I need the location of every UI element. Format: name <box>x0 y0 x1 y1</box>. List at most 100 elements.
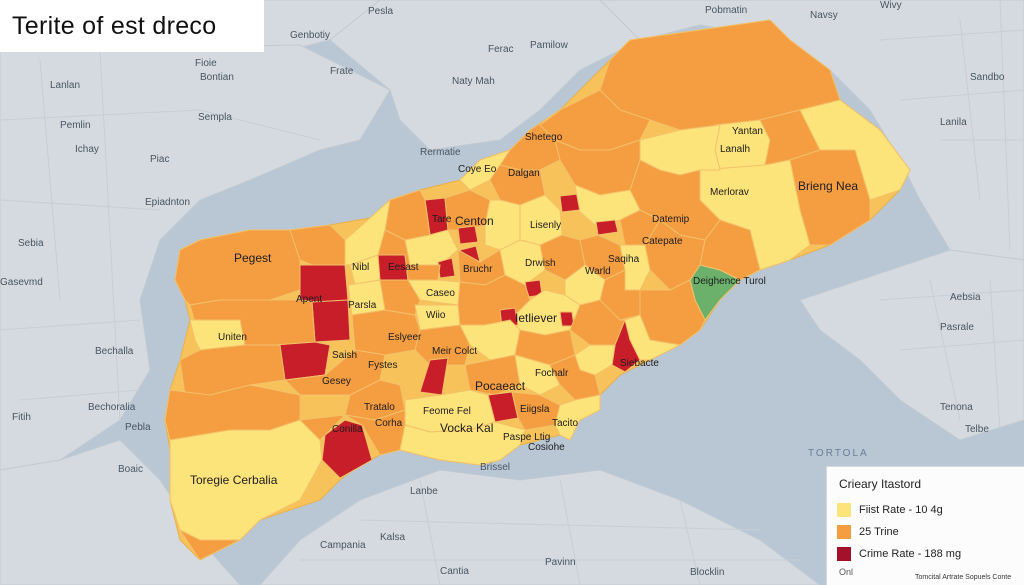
district-label: Conilla <box>332 424 363 435</box>
map-legend: Crieary Itastord Fiist Rate - 10 4g 25 T… <box>826 466 1024 585</box>
district-label: Parsla <box>348 300 377 311</box>
district-label: Eesast <box>388 262 419 273</box>
base-label: Sebia <box>18 238 44 249</box>
district-label: Centon <box>455 214 494 228</box>
district-label: Wiio <box>426 310 446 321</box>
district-label: Brieng Nea <box>798 179 858 193</box>
district-label: Pegest <box>234 251 272 265</box>
district-label: Corha <box>375 418 403 429</box>
base-label: Pebla <box>125 422 151 433</box>
district-label: Toregie Cerbalia <box>190 473 278 487</box>
base-map-labels: Pobmatin Pesla Genbotiy Fioie Pamilow Na… <box>0 0 1005 578</box>
land-south <box>259 469 821 585</box>
district-label: Meir Colct <box>432 346 477 357</box>
district-fochalr[interactable] <box>514 354 561 396</box>
district-south-west-3[interactable] <box>298 414 347 441</box>
base-label: Sandbo <box>970 72 1005 83</box>
map-credit: Tomcital Artrate Sopuels Conte <box>912 574 1015 581</box>
base-label: Pesla <box>368 6 393 17</box>
district-label: Apent <box>296 294 322 305</box>
district-label: Paspe Ltig <box>503 432 550 443</box>
district-label: Feome Fel <box>423 406 471 417</box>
base-label: Rermatie <box>420 147 461 158</box>
base-label: Telbe <box>965 424 989 435</box>
legend-label: Crime Rate - 188 mg <box>859 548 962 560</box>
base-label: Pavinn <box>545 557 576 568</box>
district-catepate[interactable] <box>619 209 661 246</box>
district-label: Eslyeer <box>388 332 422 343</box>
base-label: Pamilow <box>530 40 569 51</box>
legend-title: Crieary Itastord <box>839 477 922 491</box>
district-label: Ietliever <box>515 311 557 325</box>
legend-swatch-high <box>837 547 851 561</box>
base-label: Sempla <box>198 112 232 123</box>
base-label: Pobmatin <box>705 5 747 16</box>
base-label: Pemlin <box>60 120 91 131</box>
district-labels: Shetego Coye Eo Dalgan Yantan Lanalh Mer… <box>190 126 858 487</box>
base-label: Kalsa <box>380 532 405 543</box>
base-label: Boaic <box>118 464 143 475</box>
district-label: Merlorav <box>710 187 749 198</box>
district-label: Gesey <box>322 376 351 387</box>
streets-west <box>0 49 321 421</box>
base-label: Cantia <box>440 566 469 577</box>
district-red-mid[interactable] <box>595 219 619 236</box>
district-tacito[interactable] <box>554 394 601 441</box>
base-label: Brissel <box>480 462 510 473</box>
district-gesey[interactable] <box>283 349 386 396</box>
legend-label: Fiist Rate - 10 4g <box>859 504 943 516</box>
district-north-center-1[interactable] <box>554 139 641 196</box>
base-label: Bechoralia <box>88 402 136 413</box>
legend-label: 25 Trine <box>859 526 899 538</box>
district-label: Fystes <box>368 360 397 371</box>
land-west <box>0 44 391 471</box>
district-label: Dalgan <box>508 168 540 179</box>
district-label: Drwish <box>525 258 556 269</box>
streets-south-east <box>879 279 1024 431</box>
water-label: TORTOLA <box>808 448 869 459</box>
district-label: Siebacte <box>620 358 659 369</box>
district-label: Vocka Kal <box>440 421 493 435</box>
district-red-c3[interactable] <box>437 257 456 279</box>
base-label: Fitih <box>12 412 31 423</box>
district-label: Eiigsla <box>520 404 550 415</box>
streets-south <box>300 479 800 585</box>
legend-item-mid: 25 Trine <box>837 521 1014 543</box>
district-apent-2[interactable] <box>311 299 351 343</box>
base-label: Lanila <box>940 117 967 128</box>
district-south-west-2[interactable] <box>178 528 241 561</box>
district-label: Bruchr <box>463 264 493 275</box>
land-north-east <box>599 0 1024 261</box>
district-label: Saish <box>332 350 357 361</box>
district-label: Cosiohe <box>528 442 565 453</box>
base-label: Ichay <box>75 144 99 155</box>
district-vocka-kal[interactable] <box>399 421 526 466</box>
district-red-c1[interactable] <box>457 225 479 245</box>
base-label: Piac <box>150 154 169 165</box>
legend-item-high: Crime Rate - 188 mg <box>837 543 1014 565</box>
base-label: Blocklin <box>690 567 724 578</box>
district-label: Yantan <box>732 126 763 137</box>
base-label: Lanbe <box>410 486 438 497</box>
district-center-1[interactable] <box>484 199 521 251</box>
district-label: Caseo <box>426 288 455 299</box>
district-label: Pocaeact <box>475 379 526 393</box>
base-label: Tenona <box>940 402 973 413</box>
base-label: Ferac <box>488 44 514 55</box>
base-label: Campania <box>320 540 366 551</box>
base-label: Aebsia <box>950 292 981 303</box>
district-label: Tacito <box>552 418 579 429</box>
land-east <box>799 249 1024 441</box>
district-label: Tratalo <box>364 402 395 413</box>
district-label: Deighence Turol <box>693 276 766 287</box>
map-title-box: Terite of est dreco <box>0 0 264 52</box>
district-label: Warld <box>585 266 611 277</box>
base-label: Bontian <box>200 72 234 83</box>
district-label: Coye Eo <box>458 164 497 175</box>
base-label: Naty Mah <box>452 76 495 87</box>
district-label: Tare <box>432 214 452 225</box>
district-red-c6[interactable] <box>559 311 575 327</box>
